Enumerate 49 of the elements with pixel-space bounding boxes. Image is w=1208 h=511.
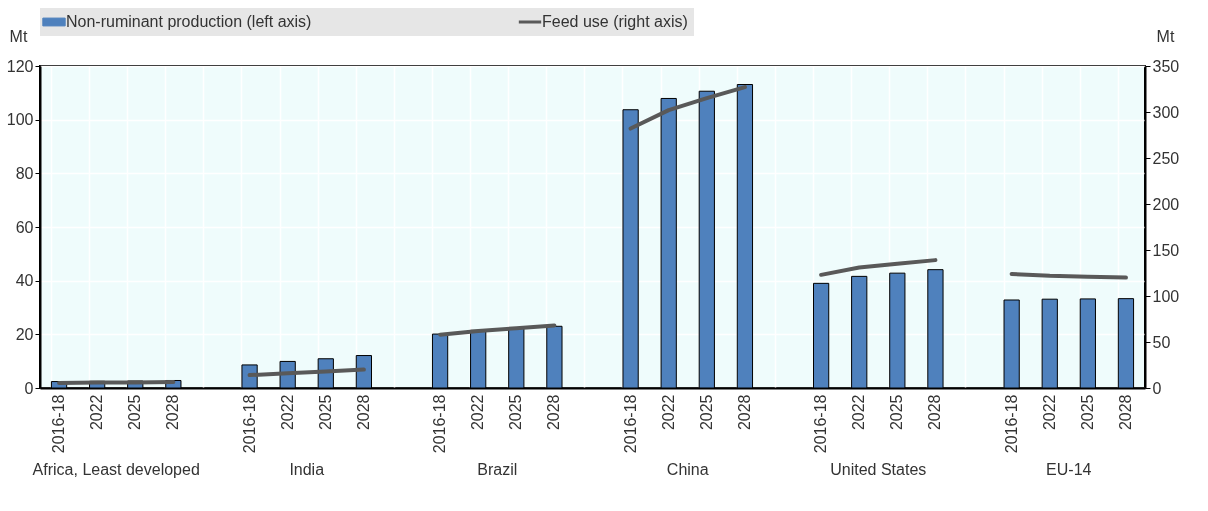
text: Africa, Least developed bbox=[32, 461, 200, 478]
x-tick-label: 2022 bbox=[88, 394, 106, 431]
y2-tick-label: 50 bbox=[1152, 333, 1171, 351]
x-tick-label: 2022 bbox=[850, 394, 868, 431]
x-tick-label: 2028 bbox=[926, 394, 944, 431]
x-tick-label: 2025 bbox=[316, 394, 334, 431]
x-tick-label: 2016-18 bbox=[621, 394, 639, 454]
y-tick-label: 120 bbox=[6, 57, 34, 75]
x-tick-label: 2025 bbox=[697, 394, 715, 431]
text: EU-14 bbox=[1046, 461, 1092, 478]
text: India bbox=[289, 461, 325, 478]
y2-tick-label: 100 bbox=[1152, 287, 1180, 305]
x-tick-label: 2016-18 bbox=[431, 394, 449, 454]
text: China bbox=[666, 461, 709, 478]
y2-tick-label: 350 bbox=[1152, 57, 1180, 75]
x-tick-label: 2025 bbox=[1078, 394, 1096, 431]
x-tick-label: 2028 bbox=[545, 394, 563, 431]
x-tick-label: 2022 bbox=[659, 394, 677, 431]
x-tick-label: 2028 bbox=[735, 394, 753, 431]
y-tick-label: 0 bbox=[24, 379, 34, 397]
x-tick-label: 2028 bbox=[164, 394, 182, 431]
x-tick-label: 2016-18 bbox=[812, 394, 830, 454]
y-axis-title: Mt bbox=[9, 27, 28, 45]
y2-tick-label: 300 bbox=[1152, 103, 1180, 121]
y-tick-label: 60 bbox=[15, 218, 34, 236]
y2-tick-label: 200 bbox=[1152, 195, 1180, 213]
y-tick-label: 80 bbox=[15, 164, 34, 182]
x-tick-label: 2016-18 bbox=[1002, 394, 1020, 454]
x-tick-label: 2016-18 bbox=[50, 394, 68, 454]
x-tick-label: 2025 bbox=[126, 394, 144, 431]
y2-axis-title: Mt bbox=[1156, 27, 1175, 45]
x-tick-label: 2022 bbox=[1040, 394, 1058, 431]
y2-tick-label: 250 bbox=[1152, 149, 1180, 167]
x-tick-label: 2025 bbox=[507, 394, 525, 431]
y-tick-label: 100 bbox=[6, 111, 34, 129]
x-tick-label: 2022 bbox=[278, 394, 296, 431]
y-tick-label: 40 bbox=[15, 272, 34, 290]
x-tick-label: 2022 bbox=[469, 394, 487, 431]
y2-tick-label: 0 bbox=[1152, 379, 1162, 397]
legend-label: Feed use (right axis) bbox=[542, 13, 688, 30]
text: Brazil bbox=[477, 461, 518, 478]
x-tick-label: 2028 bbox=[354, 394, 372, 431]
x-tick-label: 2028 bbox=[1116, 394, 1134, 431]
legend-label: Non-ruminant production (left axis) bbox=[66, 13, 312, 30]
y-tick-label: 20 bbox=[15, 325, 34, 343]
y2-tick-label: 150 bbox=[1152, 241, 1180, 259]
text: United States bbox=[830, 461, 927, 478]
x-tick-label: 2025 bbox=[888, 394, 906, 431]
x-tick-label: 2016-18 bbox=[240, 394, 258, 454]
